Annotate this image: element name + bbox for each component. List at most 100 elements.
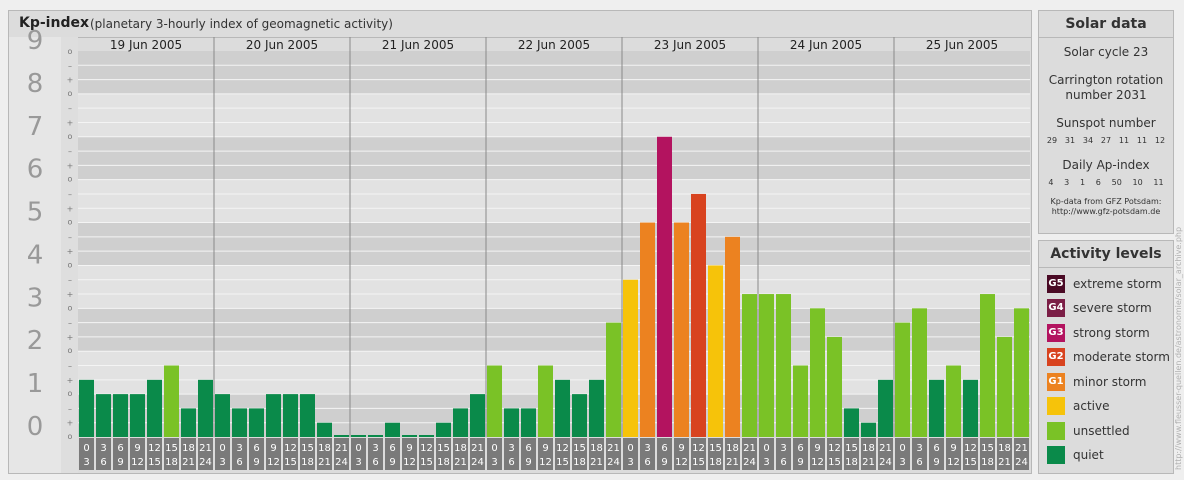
hour-start-label: 0 [763,443,769,454]
hour-start-label: 18 [862,443,875,454]
kp-bar [147,379,162,437]
hour-box [759,438,774,470]
minor-tick-symbol: o [68,260,73,269]
hour-start-label: 21 [471,443,484,454]
hour-box [640,438,655,470]
hour-end-label: 15 [964,457,977,468]
hour-end-label: 6 [644,457,650,468]
kp-band [78,51,1030,94]
hour-box [130,438,145,470]
minor-tick-symbol: + [67,76,74,85]
ap-value: 11 [1153,178,1164,187]
kp-bar [980,294,995,437]
hour-start-label: 21 [335,443,348,454]
minor-tick-symbol: + [67,333,74,342]
hour-box [912,438,927,470]
hour-box [249,438,264,470]
legend-swatch: G3 [1047,324,1065,342]
hour-end-label: 3 [355,457,361,468]
hour-start-label: 15 [573,443,586,454]
hour-end-label: 21 [454,457,467,468]
hour-start-label: 12 [556,443,569,454]
kp-bar [810,308,825,437]
hour-box [113,438,128,470]
kp-bar [487,365,502,437]
minor-tick-symbol: – [68,61,72,70]
hour-box [470,438,485,470]
hour-end-label: 6 [236,457,242,468]
minor-tick-symbol: – [68,276,72,285]
hour-start-label: 6 [661,443,667,454]
kp-bar [793,365,808,437]
hour-end-label: 6 [916,457,922,468]
hour-start-label: 18 [318,443,331,454]
hour-end-label: 24 [1015,457,1028,468]
hour-start-label: 12 [692,443,705,454]
hour-start-label: 18 [726,443,739,454]
minor-tick-symbol: + [67,247,74,256]
hour-box [334,438,349,470]
kp-bar [402,435,417,437]
kp-bar [827,336,842,437]
hour-start-label: 0 [899,443,905,454]
credit-link[interactable]: http://www.gfz-potsdam.de [1051,207,1161,216]
y-tick-label: 8 [27,69,44,99]
legend-swatch: G1 [1047,373,1065,391]
kp-bar [504,408,519,437]
hour-start-label: 12 [828,443,841,454]
ap-index-values: 4 3 1 6 50 10 11 [1039,178,1173,187]
hour-end-label: 12 [539,457,552,468]
kp-bar [96,394,111,437]
legend-label: strong storm [1073,326,1150,340]
hour-start-label: 18 [454,443,467,454]
hour-end-label: 18 [301,457,314,468]
day-label: 19 Jun 2005 [110,38,182,52]
sunspot-value: 27 [1100,136,1112,145]
minor-tick-symbol: o [68,389,73,398]
hour-box [827,438,842,470]
kp-bar [912,308,927,437]
solar-data-panel: Solar data Solar cycle 23 Carrington rot… [1038,10,1174,234]
legend-swatch [1047,422,1065,440]
kp-bar [657,136,672,437]
hour-box [708,438,723,470]
hour-end-label: 12 [267,457,280,468]
hour-box [198,438,213,470]
kp-bar [164,365,179,437]
hour-end-label: 18 [981,457,994,468]
hour-start-label: 0 [627,443,633,454]
hour-end-label: 12 [403,457,416,468]
kp-bar [368,435,383,437]
legend-swatch [1047,397,1065,415]
hour-end-label: 24 [199,457,212,468]
legend-swatch: G4 [1047,299,1065,317]
hour-start-label: 12 [964,443,977,454]
hour-end-label: 21 [318,457,331,468]
legend-item-g2: G2 moderate storm [1047,348,1170,366]
carrington-label: Carrington rotation [1048,73,1164,87]
hour-end-label: 21 [182,457,195,468]
ap-value: 3 [1064,178,1070,187]
kp-bar [215,394,230,437]
hour-box [572,438,587,470]
minor-tick-symbol: + [67,290,74,299]
legend-item-g5: G5 extreme storm [1047,275,1162,293]
kp-bar [640,222,655,437]
hour-start-label: 0 [491,443,497,454]
hour-box [300,438,315,470]
hour-start-label: 9 [406,443,412,454]
legend-swatch [1047,446,1065,464]
hour-box [606,438,621,470]
hour-end-label: 24 [335,457,348,468]
kp-bar [317,422,332,437]
hour-end-label: 21 [726,457,739,468]
y-tick-label: 4 [27,240,44,270]
hour-box [351,438,366,470]
hour-box [657,438,672,470]
hour-end-label: 9 [253,457,259,468]
kp-bar [521,408,536,437]
y-tick-label: 7 [27,112,44,142]
hour-box [555,438,570,470]
hour-start-label: 15 [165,443,178,454]
hour-start-label: 9 [542,443,548,454]
